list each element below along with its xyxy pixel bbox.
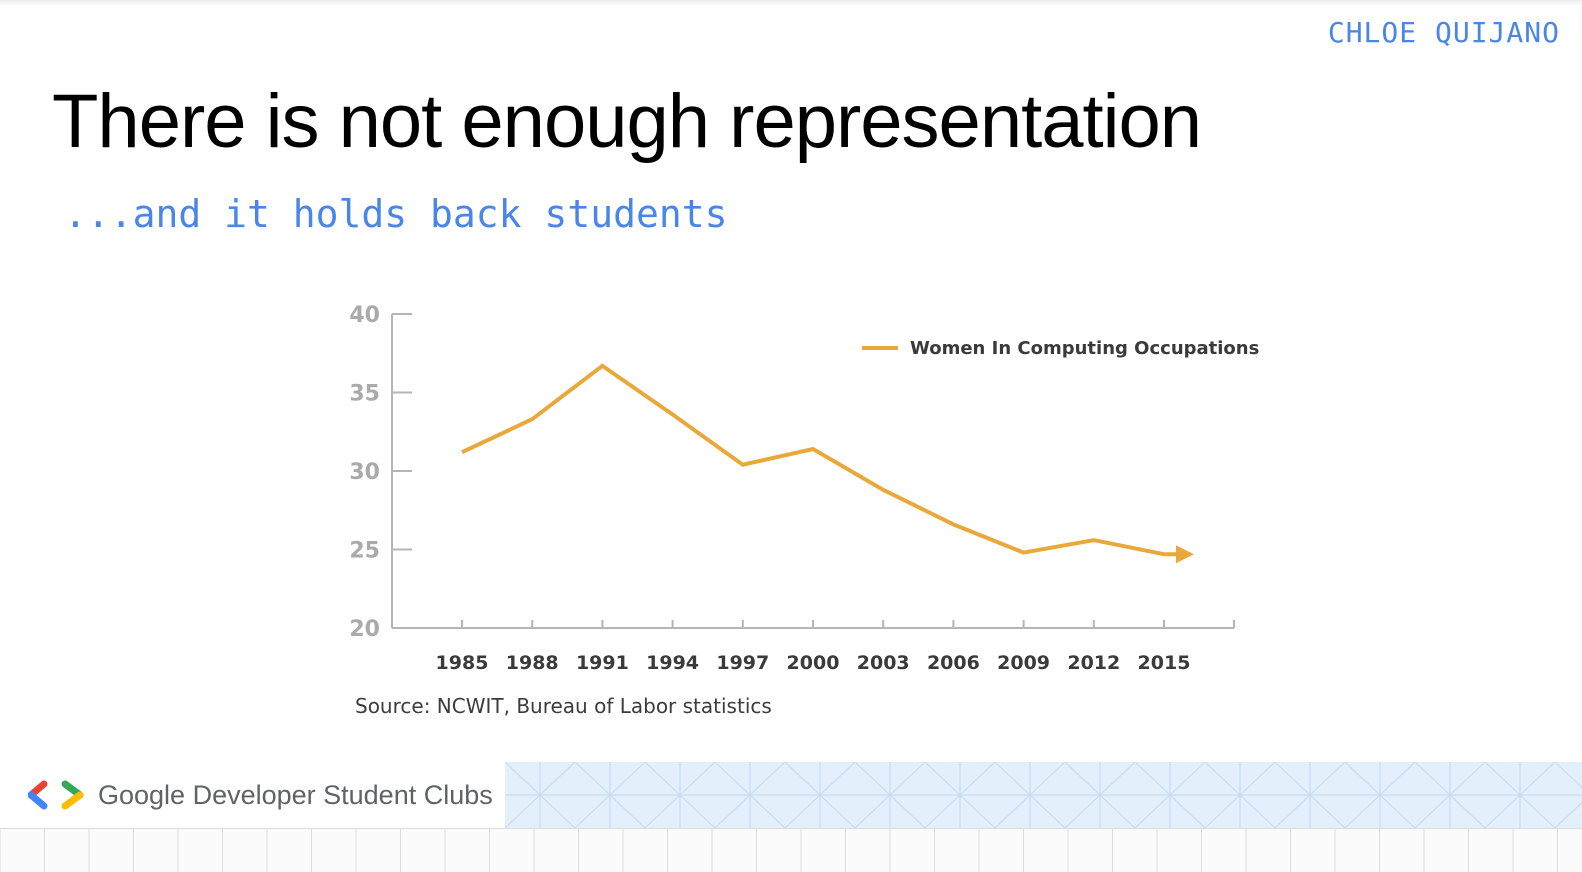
pattern-lines bbox=[505, 762, 1582, 828]
slide-title: There is not enough representation bbox=[52, 79, 1202, 164]
author-name: CHLOE QUIJANO bbox=[1327, 16, 1560, 49]
x-tick-label: 2009 bbox=[997, 652, 1050, 674]
pattern-line bbox=[1554, 801, 1582, 828]
x-tick-label: 1994 bbox=[646, 652, 699, 674]
x-tick-label: 2015 bbox=[1138, 652, 1191, 674]
x-tick-label: 1985 bbox=[436, 652, 489, 674]
logo-stroke-yellow bbox=[61, 791, 84, 810]
legend-label: Women In Computing Occupations bbox=[910, 338, 1259, 359]
y-tick-label: 30 bbox=[349, 460, 380, 485]
x-tick-label: 2006 bbox=[927, 652, 980, 674]
chart-source: Source: NCWIT, Bureau of Labor statistic… bbox=[355, 694, 772, 718]
footer-brand-text: Google Developer Student Clubs bbox=[98, 779, 493, 810]
y-tick-label: 25 bbox=[349, 539, 380, 564]
gdsc-logo-icon bbox=[28, 780, 84, 810]
grid-bg bbox=[0, 828, 1582, 872]
trend-arrow-icon bbox=[1176, 545, 1194, 564]
pattern-line bbox=[1554, 762, 1582, 789]
line-chart: 20 25 30 35 40 1985 1988 1991 1994 1997 2000 2003 20… bbox=[349, 303, 1259, 674]
x-tick-label: 1991 bbox=[576, 652, 629, 674]
footer-brand: Google Developer Student Clubs bbox=[0, 762, 505, 828]
logo-stroke-blue bbox=[28, 791, 48, 810]
y-tick-label: 40 bbox=[349, 303, 380, 328]
grid-lines bbox=[0, 828, 1582, 872]
footer-pattern bbox=[505, 762, 1582, 828]
footer-grid bbox=[0, 828, 1582, 872]
x-tick-label: 2000 bbox=[787, 652, 840, 674]
series-line bbox=[461, 363, 1176, 557]
x-tick-label: 2003 bbox=[857, 652, 910, 674]
y-tick-label: 20 bbox=[349, 617, 380, 642]
y-tick-label: 35 bbox=[349, 382, 380, 407]
x-tick-label: 1997 bbox=[716, 652, 769, 674]
x-tick-label: 1988 bbox=[506, 652, 559, 674]
top-shadow bbox=[0, 0, 1582, 6]
slide-subtitle: ...and it holds back students bbox=[64, 192, 728, 236]
footer: Google Developer Student Clubs bbox=[0, 762, 1582, 872]
x-tick-label: 2012 bbox=[1067, 652, 1120, 674]
